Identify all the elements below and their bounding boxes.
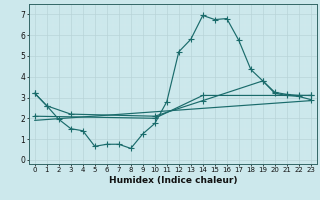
X-axis label: Humidex (Indice chaleur): Humidex (Indice chaleur) [108,176,237,185]
